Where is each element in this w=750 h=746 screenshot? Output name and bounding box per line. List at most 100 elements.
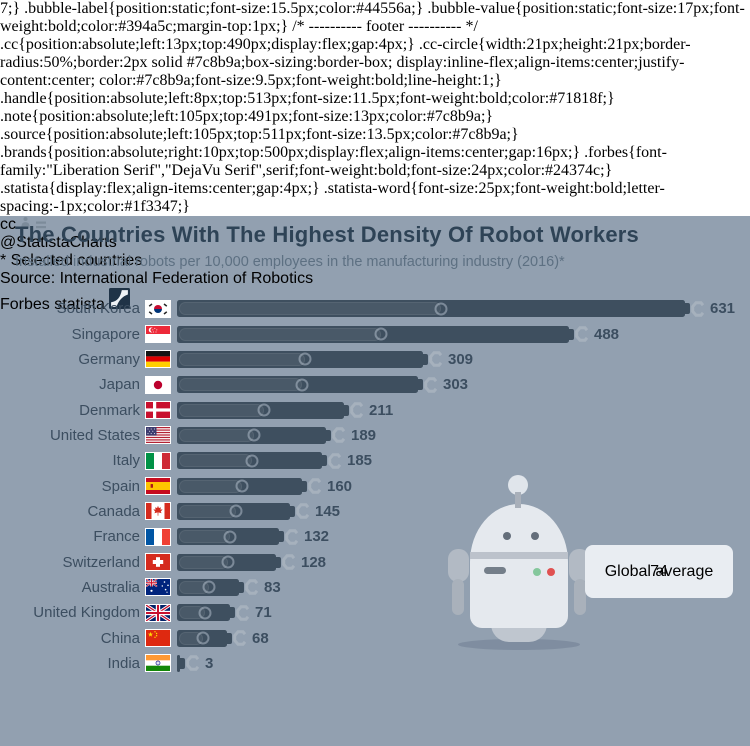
bar-track: 185 <box>177 452 750 470</box>
arm-wrist <box>326 429 331 441</box>
bar-value: 160 <box>327 477 353 495</box>
robot-green-light <box>533 568 541 576</box>
arm-wrist <box>569 328 574 340</box>
us-flag-icon <box>145 426 171 445</box>
attribution-person-icon <box>20 216 35 233</box>
bar-track: 160 <box>177 477 750 495</box>
claw-icon <box>328 453 342 469</box>
table-row: Italy 185 <box>0 448 750 473</box>
arm-wrist <box>344 404 349 416</box>
arm-joint-icon <box>374 327 388 341</box>
bar-value: 71 <box>255 604 272 622</box>
bar-value: 189 <box>351 426 377 444</box>
global-average-value: 74 <box>650 562 668 580</box>
arm-segment-highlight <box>179 403 264 417</box>
country-label: Germany <box>78 350 140 368</box>
arm-segment-highlight <box>179 302 442 316</box>
robot-left-arm <box>448 549 469 582</box>
robot-arm-bar <box>177 452 322 470</box>
kr-flag-icon <box>145 299 171 318</box>
claw-icon <box>332 427 346 444</box>
bar-track: 488 <box>177 325 750 343</box>
robot-arm-bar <box>177 629 227 647</box>
arm-wrist <box>279 531 284 543</box>
table-row: Japan 303 <box>0 372 750 397</box>
table-row: Singapore 488 <box>0 321 750 346</box>
country-label: India <box>107 654 140 672</box>
claw-icon <box>296 503 310 520</box>
arm-wrist <box>239 581 244 593</box>
robot-arm-bar <box>177 401 344 419</box>
robot-red-light <box>547 568 555 576</box>
bar-track: 145 <box>177 502 750 520</box>
cn-flag-icon <box>145 629 171 648</box>
robot-arm-bar <box>177 528 279 546</box>
arm-wrist <box>418 379 423 391</box>
it-flag-icon <box>145 451 171 470</box>
robot-density-infographic: The Countries With The Highest Density O… <box>0 216 750 746</box>
arm-joint-icon <box>295 378 309 392</box>
claw-icon <box>233 630 247 646</box>
arm-wrist <box>302 480 307 492</box>
robot-arm-bar <box>177 376 418 394</box>
bar-value: 631 <box>710 300 736 318</box>
country-label: Australia <box>81 578 140 596</box>
arm-joint-icon <box>196 631 210 645</box>
ch-flag-icon <box>145 553 171 572</box>
arm-joint-icon <box>221 555 235 569</box>
country-label: United States <box>49 426 140 444</box>
arm-joint-icon <box>198 606 212 620</box>
robot-body <box>470 504 568 628</box>
cc-icon: cc <box>0 216 16 233</box>
claw-icon <box>186 655 200 672</box>
arm-segment-highlight <box>179 504 236 518</box>
arm-wrist <box>227 632 232 644</box>
claw-icon <box>282 554 296 570</box>
footnote: * Selected countries <box>0 252 143 269</box>
statista-wordmark: statista <box>54 296 105 313</box>
bar-value: 145 <box>315 502 341 520</box>
robot-arm-bar <box>177 502 290 520</box>
de-flag-icon <box>145 350 171 369</box>
claw-icon <box>691 300 705 317</box>
arm-segment-highlight <box>179 378 303 392</box>
page-subtitle: Installed industrial robots per 10,000 e… <box>15 254 565 270</box>
bar-track: 303 <box>177 376 750 394</box>
bar-value: 83 <box>264 578 281 596</box>
claw-icon <box>236 605 250 621</box>
dk-flag-icon <box>145 401 171 420</box>
country-label: Spain <box>101 477 140 495</box>
robot-neck-band <box>470 552 568 559</box>
sg-flag-icon <box>145 325 171 344</box>
arm-segment-highlight <box>179 428 255 442</box>
source-line: Source: International Federation of Robo… <box>0 270 314 287</box>
robot-arm-bar <box>177 426 326 444</box>
bar-value: 68 <box>252 629 269 647</box>
bar-track: 309 <box>177 350 750 368</box>
claw-icon <box>245 579 259 596</box>
robot-antenna-stem <box>515 492 521 508</box>
country-label: Denmark <box>79 401 140 419</box>
forbes-logo: Forbes <box>0 296 50 313</box>
bar-value: 309 <box>448 350 474 368</box>
arm-joint-icon <box>223 530 237 544</box>
arm-joint-icon <box>245 454 259 468</box>
table-row: South Korea 631 <box>0 296 750 321</box>
bar-value: 3 <box>205 654 214 672</box>
table-row: United States 189 <box>0 423 750 448</box>
country-label: China <box>100 629 140 647</box>
claw-icon <box>575 326 589 342</box>
bar-value: 128 <box>301 553 327 571</box>
robot-right-eye <box>531 532 539 540</box>
arm-joint-icon <box>434 302 448 316</box>
claw-icon <box>285 529 299 545</box>
in-flag-icon <box>145 654 171 673</box>
equals-icon <box>35 216 46 233</box>
bar-value: 211 <box>369 401 394 419</box>
country-label: Canada <box>87 502 140 520</box>
arm-wrist <box>322 455 327 467</box>
claw-icon <box>308 478 322 494</box>
bar-value: 488 <box>594 325 620 343</box>
arm-joint-icon <box>257 403 271 417</box>
robot-arm-bar <box>177 654 180 672</box>
